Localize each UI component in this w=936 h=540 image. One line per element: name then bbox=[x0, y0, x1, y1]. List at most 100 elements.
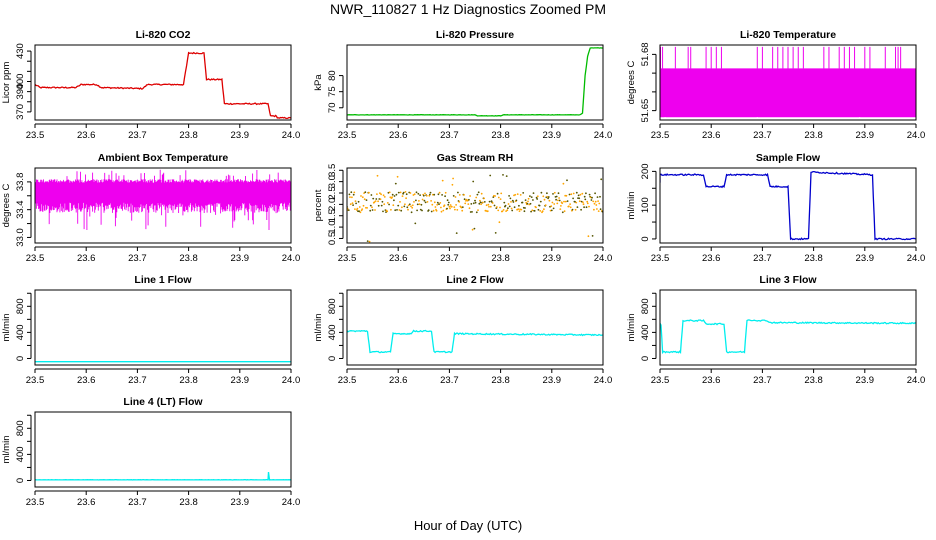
y-tick-label: 1.5 bbox=[327, 209, 338, 222]
data-point bbox=[447, 201, 450, 204]
data-point bbox=[581, 192, 584, 195]
plot-frame bbox=[34, 167, 292, 244]
data-layer bbox=[35, 51, 291, 120]
data-point bbox=[352, 193, 355, 196]
data-point bbox=[371, 206, 373, 209]
data-point bbox=[410, 211, 413, 214]
data-point bbox=[391, 193, 394, 196]
y-tick-label: 2.0 bbox=[327, 198, 338, 211]
data-point bbox=[418, 200, 420, 202]
data-series-band bbox=[660, 68, 916, 118]
data-point bbox=[369, 204, 372, 207]
plot-frame bbox=[34, 44, 292, 121]
data-point bbox=[596, 208, 598, 210]
data-point bbox=[405, 193, 408, 196]
x-tick-label: 23.8 bbox=[491, 130, 510, 141]
data-point bbox=[547, 196, 550, 198]
data-point bbox=[598, 202, 601, 205]
data-point bbox=[550, 209, 553, 212]
data-point bbox=[469, 195, 471, 197]
data-point bbox=[546, 192, 548, 195]
data-point bbox=[566, 179, 568, 182]
x-tick-label: 23.5 bbox=[651, 130, 670, 141]
data-point bbox=[443, 204, 446, 207]
x-tick-label: 23.9 bbox=[543, 130, 562, 141]
data-point bbox=[369, 209, 372, 212]
data-point bbox=[469, 211, 472, 213]
data-point bbox=[361, 196, 364, 199]
data-point bbox=[437, 193, 440, 196]
data-layer bbox=[347, 47, 603, 117]
y-tick-label: 33.4 bbox=[15, 200, 26, 219]
y-tick-label: 3.0 bbox=[327, 175, 338, 188]
y-tick-label: 400 bbox=[15, 74, 26, 90]
data-point bbox=[532, 199, 534, 201]
data-point bbox=[404, 191, 407, 193]
data-point bbox=[566, 200, 569, 203]
data-point bbox=[396, 209, 398, 211]
data-point bbox=[451, 183, 454, 186]
y-tick-label: 0 bbox=[327, 356, 338, 361]
data-point bbox=[368, 240, 371, 243]
data-point bbox=[454, 208, 456, 211]
data-point bbox=[364, 191, 367, 194]
figure-title: NWR_110827 1 Hz Diagnostics Zoomed PM bbox=[330, 1, 606, 17]
data-point bbox=[472, 202, 475, 205]
x-tick-label: 23.6 bbox=[702, 253, 721, 264]
data-point bbox=[405, 197, 407, 200]
data-point bbox=[583, 206, 585, 209]
x-tick-label: 23.9 bbox=[856, 253, 875, 264]
y-axis-label: degrees C bbox=[1, 183, 12, 227]
data-point bbox=[368, 191, 370, 194]
data-point bbox=[468, 198, 470, 201]
data-point bbox=[381, 200, 384, 203]
data-point bbox=[376, 174, 379, 177]
data-point bbox=[478, 202, 481, 205]
panel-title: Line 2 Flow bbox=[446, 274, 504, 286]
data-point bbox=[578, 197, 581, 200]
data-point bbox=[559, 208, 562, 211]
data-point bbox=[431, 203, 434, 206]
data-point bbox=[453, 206, 456, 209]
data-point bbox=[506, 209, 509, 212]
data-point bbox=[370, 194, 373, 196]
x-tick-label: 23.7 bbox=[440, 375, 459, 386]
data-point bbox=[558, 199, 561, 202]
y-tick-label: 400 bbox=[15, 324, 26, 340]
data-point bbox=[433, 201, 436, 204]
data-point bbox=[565, 194, 568, 197]
x-tick-label: 24.0 bbox=[594, 253, 613, 264]
data-point bbox=[524, 199, 527, 202]
plot-frame bbox=[34, 289, 292, 366]
data-point bbox=[591, 235, 594, 237]
data-point bbox=[489, 174, 492, 177]
data-point bbox=[394, 209, 397, 212]
plot-frame bbox=[659, 167, 917, 244]
data-point bbox=[421, 209, 423, 212]
data-point bbox=[599, 208, 602, 211]
data-point bbox=[436, 203, 439, 206]
data-point bbox=[415, 191, 418, 194]
data-point bbox=[347, 209, 350, 212]
x-tick-label: 23.6 bbox=[389, 375, 408, 386]
data-point bbox=[555, 195, 558, 198]
data-point bbox=[584, 198, 587, 201]
data-point bbox=[519, 194, 522, 196]
data-point bbox=[556, 202, 559, 205]
data-series-line bbox=[347, 329, 603, 354]
data-point bbox=[446, 207, 448, 210]
data-point bbox=[400, 209, 403, 212]
data-point bbox=[366, 207, 368, 209]
panel-title: Gas Stream RH bbox=[437, 152, 513, 164]
data-point bbox=[397, 204, 400, 207]
data-layer bbox=[347, 329, 603, 354]
y-tick-label: 400 bbox=[640, 324, 651, 340]
data-point bbox=[419, 194, 421, 197]
data-series-line bbox=[347, 47, 603, 117]
data-point bbox=[540, 191, 543, 194]
data-point bbox=[430, 200, 432, 202]
data-point bbox=[510, 201, 512, 203]
data-point bbox=[406, 206, 409, 209]
data-point bbox=[422, 194, 425, 197]
data-point bbox=[564, 200, 567, 203]
